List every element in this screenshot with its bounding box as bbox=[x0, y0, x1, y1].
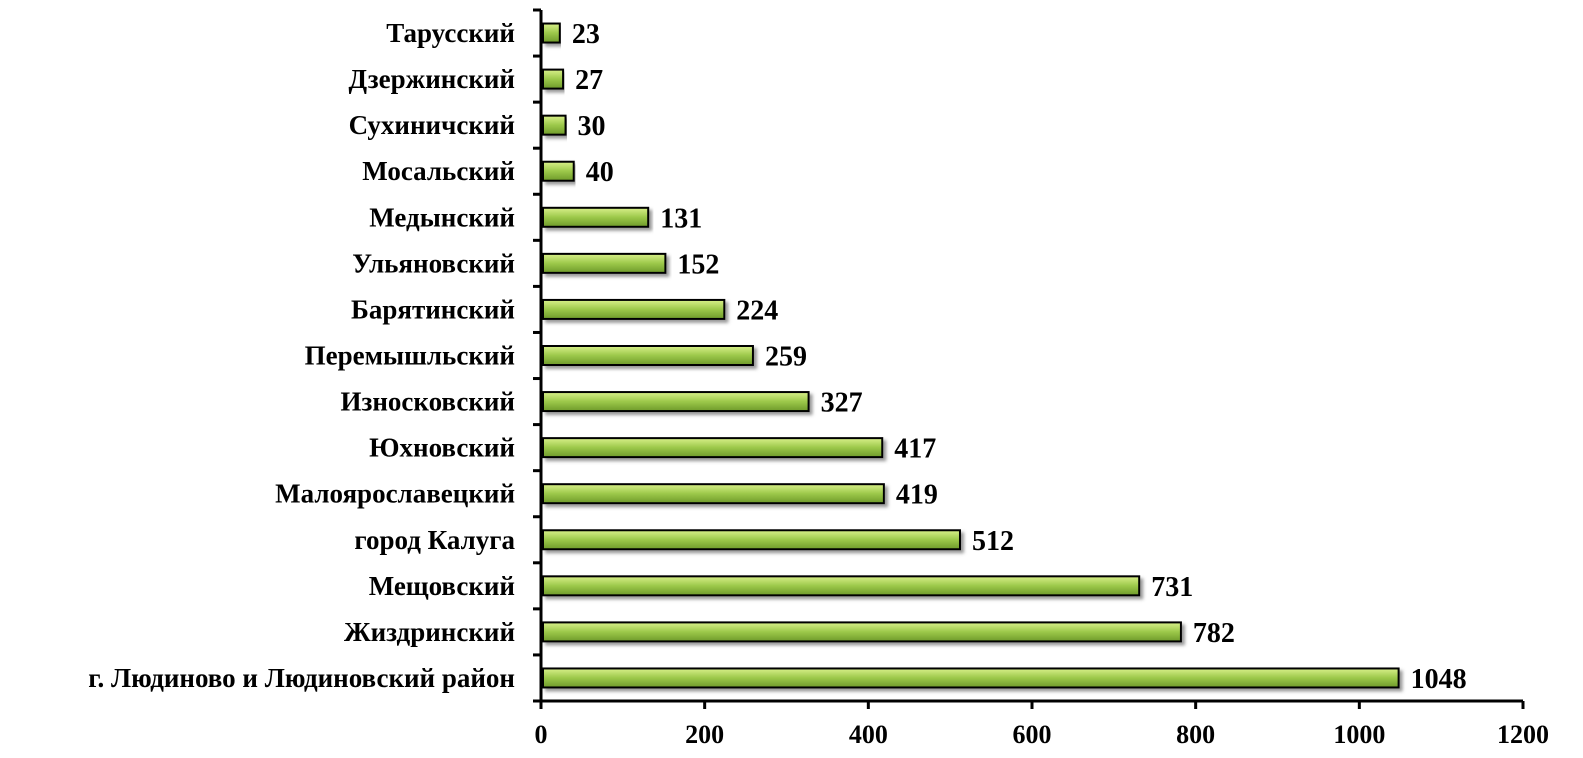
x-tick-label: 600 bbox=[1013, 720, 1052, 749]
value-label: 259 bbox=[765, 342, 807, 373]
category-label: Мещовский bbox=[369, 571, 515, 601]
category-label: Медынский bbox=[369, 202, 515, 232]
x-tick-label: 200 bbox=[685, 720, 724, 749]
x-tick-label: 400 bbox=[849, 720, 888, 749]
category-label: Барятинский bbox=[351, 294, 515, 324]
bar bbox=[542, 298, 726, 320]
value-label: 40 bbox=[586, 157, 614, 188]
bar bbox=[542, 391, 810, 413]
bar bbox=[542, 437, 884, 459]
bar bbox=[542, 114, 567, 136]
value-label: 23 bbox=[572, 19, 600, 50]
value-label: 731 bbox=[1151, 572, 1193, 603]
category-label: г. Людиново и Людиновский район bbox=[88, 663, 515, 693]
bars-group bbox=[542, 22, 1400, 689]
category-label: Сухиничский bbox=[349, 110, 515, 140]
bar bbox=[542, 621, 1182, 643]
category-label: Жиздринский bbox=[344, 617, 515, 647]
x-tick-label: 1200 bbox=[1497, 720, 1549, 749]
value-label: 327 bbox=[821, 388, 863, 419]
category-label: Дзержинский bbox=[349, 64, 515, 94]
bar bbox=[542, 22, 561, 44]
bar bbox=[542, 667, 1400, 689]
category-labels: Тарусский Дзержинский Сухиничский Мосальски… bbox=[88, 18, 515, 693]
bar bbox=[542, 483, 885, 505]
bar bbox=[542, 575, 1141, 597]
x-tick-label: 0 bbox=[535, 720, 548, 749]
value-label: 417 bbox=[894, 434, 936, 465]
value-label: 152 bbox=[677, 249, 719, 280]
value-label: 419 bbox=[896, 480, 938, 511]
category-label: Тарусский bbox=[386, 18, 515, 48]
category-label: Износковский bbox=[341, 387, 516, 417]
bar bbox=[542, 252, 667, 274]
bar bbox=[542, 160, 575, 182]
x-axis-ticks: 0 200 400 600 800 1000 1200 bbox=[535, 701, 1549, 749]
value-label: 27 bbox=[575, 65, 603, 96]
value-label: 1048 bbox=[1411, 664, 1467, 695]
category-label: Ульяновский bbox=[352, 248, 515, 278]
category-label: Малоярославецкий bbox=[275, 479, 515, 509]
bar bbox=[542, 206, 650, 228]
x-tick-label: 800 bbox=[1176, 720, 1215, 749]
value-label: 512 bbox=[972, 526, 1014, 557]
bar bbox=[542, 345, 754, 366]
x-tick-label: 1000 bbox=[1333, 720, 1385, 749]
category-label: Перемышльский bbox=[305, 341, 515, 371]
value-label: 782 bbox=[1193, 618, 1235, 649]
value-label: 131 bbox=[660, 203, 702, 234]
bar bbox=[542, 529, 961, 551]
category-label: Юхновский bbox=[369, 433, 515, 463]
value-label: 224 bbox=[736, 295, 778, 326]
category-label: Мосальский bbox=[362, 156, 515, 186]
category-label: город Калуга bbox=[354, 525, 515, 555]
bar bbox=[542, 68, 565, 90]
value-label: 30 bbox=[578, 111, 606, 142]
